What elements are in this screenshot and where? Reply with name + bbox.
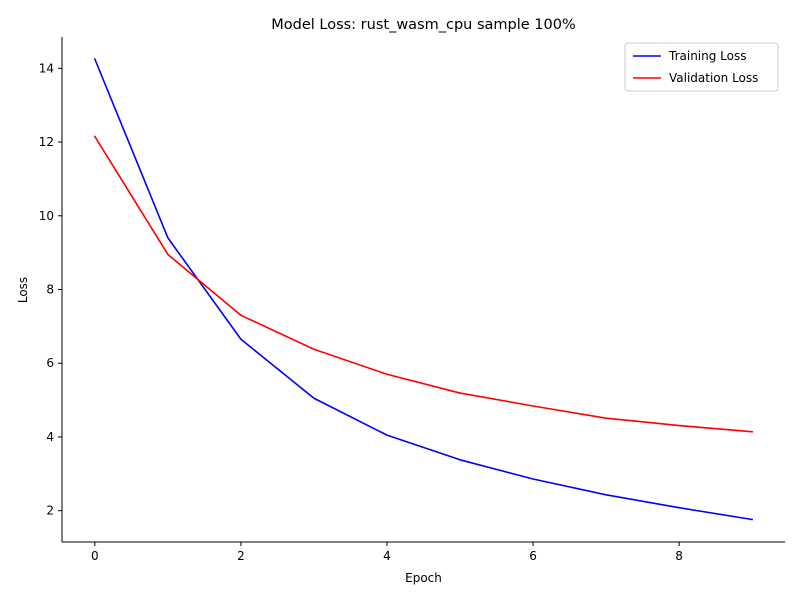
y-tick-label: 6 bbox=[46, 356, 54, 370]
y-tick-label: 12 bbox=[39, 135, 54, 149]
y-tick-label: 10 bbox=[39, 209, 54, 223]
plot-area bbox=[93, 58, 754, 521]
chart-title: Model Loss: rust_wasm_cpu sample 100% bbox=[271, 17, 576, 33]
legend-box bbox=[624, 42, 779, 92]
x-axis-label: Epoch bbox=[405, 571, 442, 585]
legend: Training Loss Validation Loss bbox=[624, 42, 779, 92]
y-tick-label: 14 bbox=[39, 61, 54, 75]
x-tick-label: 0 bbox=[91, 549, 99, 563]
x-tick-label: 4 bbox=[383, 549, 391, 563]
x-tick-label: 2 bbox=[237, 549, 245, 563]
axes: 0 2 4 6 8 2 4 6 8 10 12 14 bbox=[39, 37, 785, 563]
legend-label-training-loss: Training Loss bbox=[668, 49, 746, 63]
y-tick-label: 4 bbox=[46, 430, 54, 444]
legend-label-validation-loss: Validation Loss bbox=[669, 71, 758, 85]
y-axis-label: Loss bbox=[16, 277, 30, 303]
x-tick-label: 6 bbox=[529, 549, 537, 563]
y-tick-label: 2 bbox=[46, 504, 54, 518]
y-tick-label: 8 bbox=[46, 283, 54, 297]
x-tick-label: 8 bbox=[675, 549, 683, 563]
series-line-validation-loss bbox=[93, 135, 754, 433]
series-line-training-loss bbox=[93, 58, 754, 521]
